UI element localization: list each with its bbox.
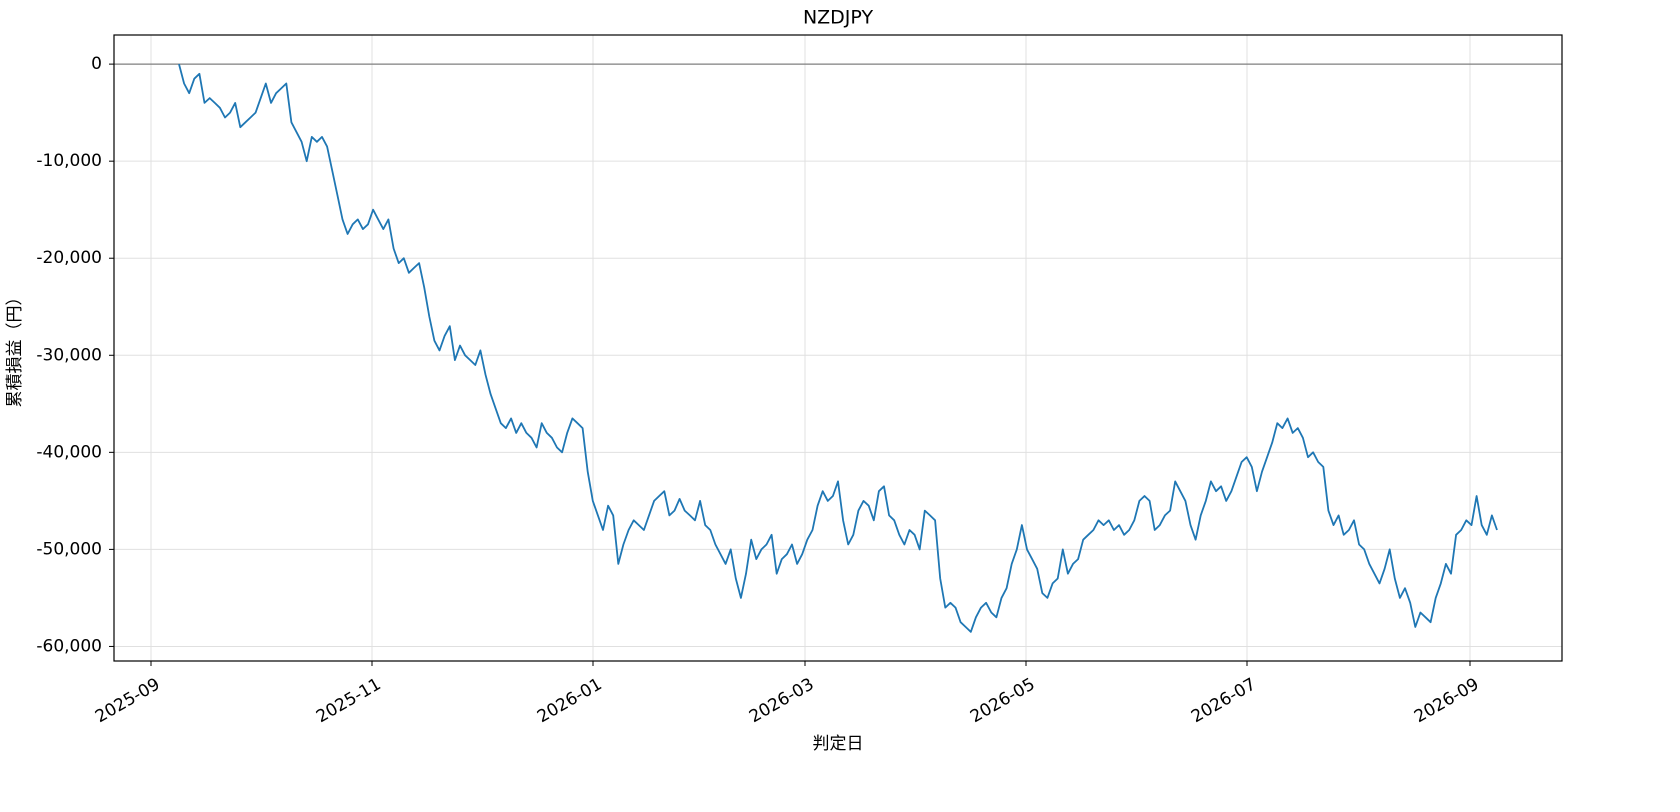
y-tick-label: 0: [91, 54, 102, 74]
x-axis-label: 判定日: [813, 734, 864, 754]
chart-title: NZDJPY: [803, 7, 874, 29]
data-line: [178, 63, 1498, 633]
y-tick-label: -60,000: [36, 636, 102, 656]
y-axis-label: 累積損益（円）: [5, 289, 25, 408]
x-tick-label: 2026-07: [1188, 674, 1260, 727]
x-tick-label: 2026-01: [534, 674, 606, 727]
y-tick-label: -20,000: [36, 248, 102, 268]
y-tick-label: -30,000: [36, 345, 102, 365]
x-tick-label: 2026-05: [967, 674, 1039, 727]
y-tick-label: -10,000: [36, 151, 102, 171]
plot-frame: [113, 34, 1563, 662]
x-tick-label: 2026-09: [1411, 674, 1483, 727]
y-tick-label: -50,000: [36, 539, 102, 559]
y-tick-label: -40,000: [36, 442, 102, 462]
x-tick-label: 2025-11: [313, 674, 385, 727]
x-tick-label: 2025-09: [92, 674, 164, 727]
x-tick-label: 2026-03: [746, 674, 818, 727]
